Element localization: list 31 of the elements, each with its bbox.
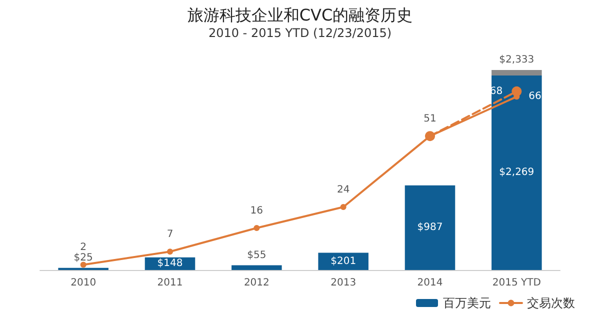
x-tick-label: 2011 bbox=[157, 278, 183, 288]
x-tick-label: 2015 YTD bbox=[492, 278, 542, 288]
data-label: $201 bbox=[330, 256, 356, 267]
chart-subtitle: 2010 - 2015 YTD (12/23/2015) bbox=[208, 26, 392, 40]
data-label: 66 bbox=[528, 91, 542, 102]
x-tick-label: 2014 bbox=[417, 278, 443, 288]
data-label: 16 bbox=[250, 205, 264, 216]
legend-label: 交易次数 bbox=[527, 296, 575, 310]
bar bbox=[232, 265, 282, 270]
data-label: 2 bbox=[80, 242, 87, 254]
data-label: $25 bbox=[74, 252, 93, 264]
point bbox=[167, 248, 173, 255]
total-label: $2,333 bbox=[499, 54, 534, 66]
point bbox=[340, 204, 346, 210]
x-tick-label: 2010 bbox=[70, 278, 96, 288]
bar bbox=[492, 70, 542, 76]
data-label: 7 bbox=[166, 229, 174, 240]
x-tick-label: 2013 bbox=[330, 278, 356, 288]
data-label: 24 bbox=[336, 184, 350, 196]
bar bbox=[404, 185, 456, 270]
data-label: 51 bbox=[424, 114, 436, 125]
point bbox=[80, 262, 86, 268]
bar bbox=[492, 75, 542, 270]
x-tick-label: 2012 bbox=[244, 278, 270, 288]
data-label: $148 bbox=[157, 258, 183, 270]
point bbox=[254, 224, 260, 231]
data-label: $2,269 bbox=[499, 167, 534, 178]
chart-title: 旅游科技企业和CVC的融资历史 bbox=[187, 6, 413, 24]
data-label: $987 bbox=[417, 222, 443, 234]
legend-label: 百万美元 bbox=[443, 296, 491, 310]
data-label: $55 bbox=[247, 250, 266, 261]
